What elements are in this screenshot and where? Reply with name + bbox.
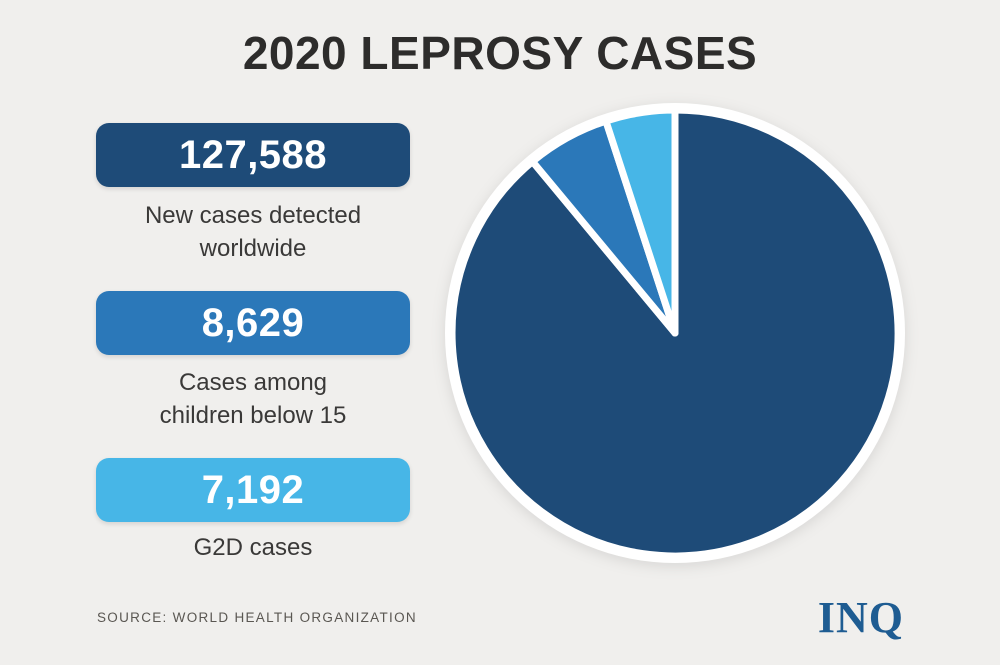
stat-badge-children: 8,629 xyxy=(96,291,410,355)
stat-badge-g2d: 7,192 xyxy=(96,458,410,522)
source-attribution: SOURCE: WORLD HEALTH ORGANIZATION xyxy=(97,610,417,625)
stat-value-g2d: 7,192 xyxy=(201,467,305,512)
stat-value-new-cases: 127,588 xyxy=(178,132,328,177)
pie-chart xyxy=(445,103,905,563)
inq-logo: INQ xyxy=(817,593,904,642)
stats-column: 127,588 New cases detected worldwide 8,6… xyxy=(96,0,410,665)
pie-slice-2 xyxy=(602,106,679,337)
stat-badge-new-cases: 127,588 xyxy=(96,123,410,187)
stat-label-children: Cases among children below 15 xyxy=(159,369,347,429)
stat-value-children: 8,629 xyxy=(201,300,305,345)
chart-title: 2020 LEPROSY CASES xyxy=(242,27,758,79)
stat-label-new-cases: New cases detected worldwide xyxy=(144,202,362,262)
stat-label-g2d: G2D cases xyxy=(193,534,313,561)
